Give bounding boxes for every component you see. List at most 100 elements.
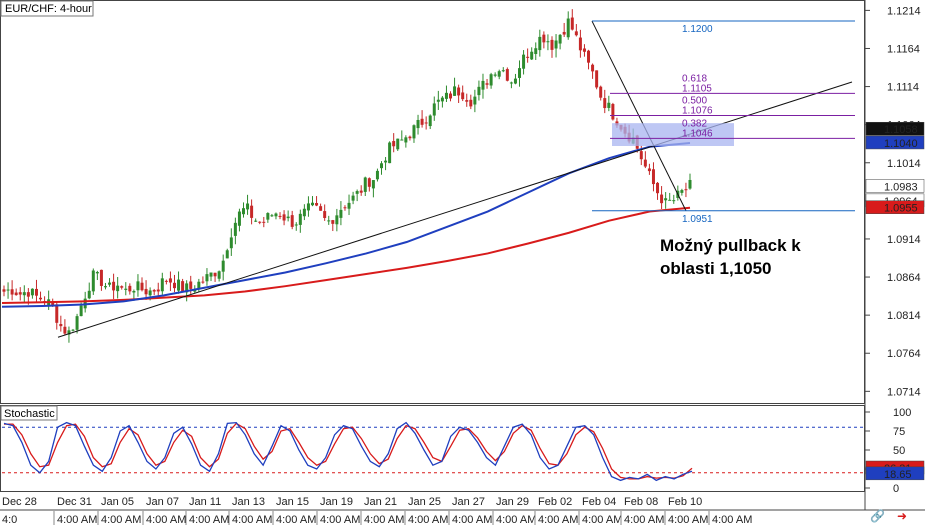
- candle-body: [363, 177, 367, 192]
- candle-body: [262, 221, 266, 223]
- candle-body: [278, 215, 282, 217]
- candle-body: [168, 278, 172, 283]
- candle-body: [217, 271, 221, 279]
- candle-body: [347, 202, 351, 209]
- time-tick-label: 4:00 AM: [101, 514, 141, 525]
- date-tick-label: Jan 13: [232, 496, 265, 508]
- candle-body: [546, 41, 550, 43]
- candle-body: [367, 178, 371, 187]
- price-tick-label: 1.0864: [887, 272, 921, 284]
- time-tick-label: 4:00 AM: [452, 514, 492, 525]
- sma-red-line: [1, 206, 691, 304]
- candle-body: [664, 198, 668, 201]
- candle-body: [497, 71, 501, 77]
- candle-body: [75, 316, 79, 330]
- candle-body: [335, 215, 339, 225]
- date-tick-label: Jan 19: [320, 496, 353, 508]
- time-tick-label: 4:00 AM: [408, 514, 448, 525]
- time-tick-label: 4:00 AM: [538, 514, 578, 525]
- arrow-right-icon[interactable]: ➜: [897, 509, 908, 523]
- candle-body: [485, 83, 489, 85]
- candle-body: [30, 288, 34, 296]
- axes-layer: 1.12141.11641.11141.10641.10141.09641.09…: [0, 5, 925, 525]
- candle-body: [116, 285, 120, 292]
- candle-body: [26, 292, 30, 297]
- stoch-label-box: [0, 405, 58, 421]
- stoch-badge: [865, 466, 925, 481]
- price-badge-label: 1.0955: [884, 203, 918, 215]
- time-tick-label: 4:00 AM: [624, 514, 664, 525]
- fib-price-label: 1.1046: [682, 128, 713, 139]
- candle-body: [39, 297, 43, 300]
- candle-body: [647, 168, 651, 172]
- candle-body: [14, 292, 18, 296]
- candle-body: [306, 203, 310, 211]
- candle-body: [384, 160, 388, 163]
- candle-body: [331, 220, 335, 224]
- candle-body: [668, 199, 672, 201]
- candle-body: [416, 119, 420, 129]
- stoch-label: Stochastic: [4, 408, 55, 420]
- candle-body: [587, 50, 591, 63]
- candle-body: [34, 288, 38, 296]
- candle-body: [229, 237, 233, 249]
- candle-body: [582, 48, 586, 52]
- candle-body: [10, 289, 14, 295]
- candle-body: [140, 282, 144, 291]
- candle-body: [550, 39, 554, 50]
- candle-body: [103, 286, 107, 288]
- date-tick-label: Dec 28: [2, 496, 37, 508]
- candle-body: [152, 290, 156, 292]
- candle-body: [108, 282, 112, 285]
- candle-body: [680, 190, 684, 193]
- candle-body: [144, 288, 148, 295]
- price-badge-label: 1.1040: [884, 138, 918, 150]
- candle-body: [59, 324, 63, 327]
- price-tick-label: 1.1014: [887, 158, 921, 170]
- candle-body: [71, 329, 75, 331]
- candle-body: [55, 304, 59, 323]
- candle-body: [91, 270, 95, 292]
- date-tick-label: Feb 08: [624, 496, 658, 508]
- candle-body: [428, 115, 432, 127]
- candle-body: [282, 214, 286, 221]
- candle-body: [440, 97, 444, 102]
- price-badge: [865, 135, 925, 150]
- price-tick-label: 1.1114: [887, 82, 919, 94]
- date-tick-label: Jan 07: [146, 496, 179, 508]
- chain-link-icon[interactable]: 🔗: [870, 509, 885, 523]
- candle-body: [160, 278, 164, 292]
- candle-body: [408, 136, 412, 139]
- candle-body: [424, 122, 428, 124]
- candle-body: [128, 285, 132, 292]
- price-badge: [865, 200, 925, 214]
- candle-body: [530, 51, 534, 60]
- candle-body: [505, 69, 509, 81]
- candle-body: [197, 281, 201, 290]
- date-tick-label: Jan 11: [189, 496, 221, 508]
- candle-body: [298, 213, 302, 225]
- candle-body: [209, 272, 213, 277]
- candle-body: [599, 86, 603, 98]
- stoch-tick-label: 0: [893, 483, 899, 495]
- candle-body: [538, 36, 542, 51]
- candle-body: [136, 281, 140, 291]
- stoch-k-line: [3, 421, 693, 482]
- candle-body: [18, 292, 22, 295]
- candle-body: [509, 82, 513, 84]
- price-tick-label: 1.0764: [887, 348, 921, 360]
- candle-body: [578, 37, 582, 51]
- candle-body: [465, 100, 469, 102]
- symbol-label-box: [0, 0, 94, 17]
- date-tick-label: Jan 29: [496, 496, 529, 508]
- candle-body: [112, 281, 116, 291]
- candle-body: [323, 211, 327, 218]
- candle-body: [607, 102, 611, 108]
- candle-body: [359, 190, 363, 193]
- time-tick-label: 4:00 AM: [276, 514, 316, 525]
- candle-body: [266, 213, 270, 220]
- stoch-plot-frame: [0, 405, 865, 492]
- date-tick-label: Jan 15: [276, 496, 309, 508]
